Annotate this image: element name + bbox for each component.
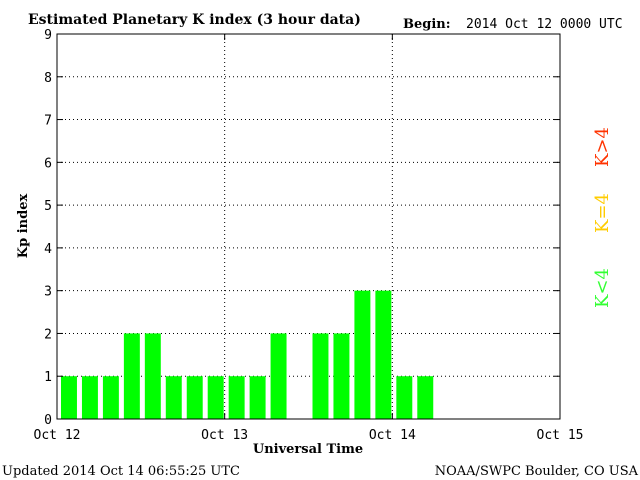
legend: K<4 K=4 K>4 [592, 127, 613, 308]
legend-entry: K>4 [592, 127, 613, 167]
plot-border [56, 33, 561, 420]
x-tick-label: Oct 13 [201, 428, 248, 443]
y-tick-label: 7 [44, 114, 52, 129]
kp-bar [417, 376, 434, 419]
kp-bar [144, 333, 161, 419]
y-tick-label: 4 [44, 242, 52, 257]
kp-bar [228, 376, 245, 419]
x-tick-label: Oct 15 [537, 428, 584, 443]
x-tick-label: Oct 12 [34, 428, 81, 443]
begin-label: Begin: [403, 17, 451, 32]
footer-updated: Updated 2014 Oct 14 06:55:25 UTC [2, 464, 240, 479]
y-tick-label: 0 [44, 413, 52, 428]
kp-bar [354, 290, 371, 419]
x-tick-labels: Oct 12 Oct 13 Oct 14 Oct 15 [34, 428, 584, 443]
kp-bar [102, 376, 119, 419]
y-tick-labels: 0 1 2 3 4 5 6 7 8 9 [44, 28, 52, 428]
grid-lines [57, 34, 560, 419]
y-tick-label: 9 [44, 28, 52, 43]
kp-bar [249, 376, 266, 419]
kp-bar [333, 333, 350, 419]
footer-credit: NOAA/SWPC Boulder, CO USA [435, 464, 639, 479]
kp-bar [312, 333, 329, 419]
kp-bar [396, 376, 413, 419]
chart-title: Estimated Planetary K index (3 hour data… [28, 12, 361, 28]
bars-group [61, 290, 434, 419]
kp-bar [165, 376, 182, 419]
y-tick-label: 8 [44, 71, 52, 86]
begin-value: 2014 Oct 12 0000 UTC [466, 17, 623, 32]
kp-bar [270, 333, 287, 419]
legend-entry: K=4 [592, 193, 613, 233]
y-tick-label: 3 [44, 285, 52, 300]
legend-entry: K<4 [592, 268, 613, 308]
kp-bar [186, 376, 203, 419]
y-tick-label: 5 [44, 199, 52, 214]
kp-bar [123, 333, 140, 419]
kp-bar [375, 290, 392, 419]
x-axis-label: Universal Time [253, 442, 363, 457]
kp-bar [81, 376, 98, 419]
kp-bar [61, 376, 77, 419]
y-tick-label: 6 [44, 156, 52, 171]
y-tick-label: 2 [44, 327, 52, 342]
kp-bar [207, 376, 224, 419]
plot-frame [56, 33, 561, 420]
x-tick-label: Oct 14 [369, 428, 416, 443]
y-tick-label: 1 [44, 370, 52, 385]
y-axis-label: Kp index [16, 194, 31, 259]
